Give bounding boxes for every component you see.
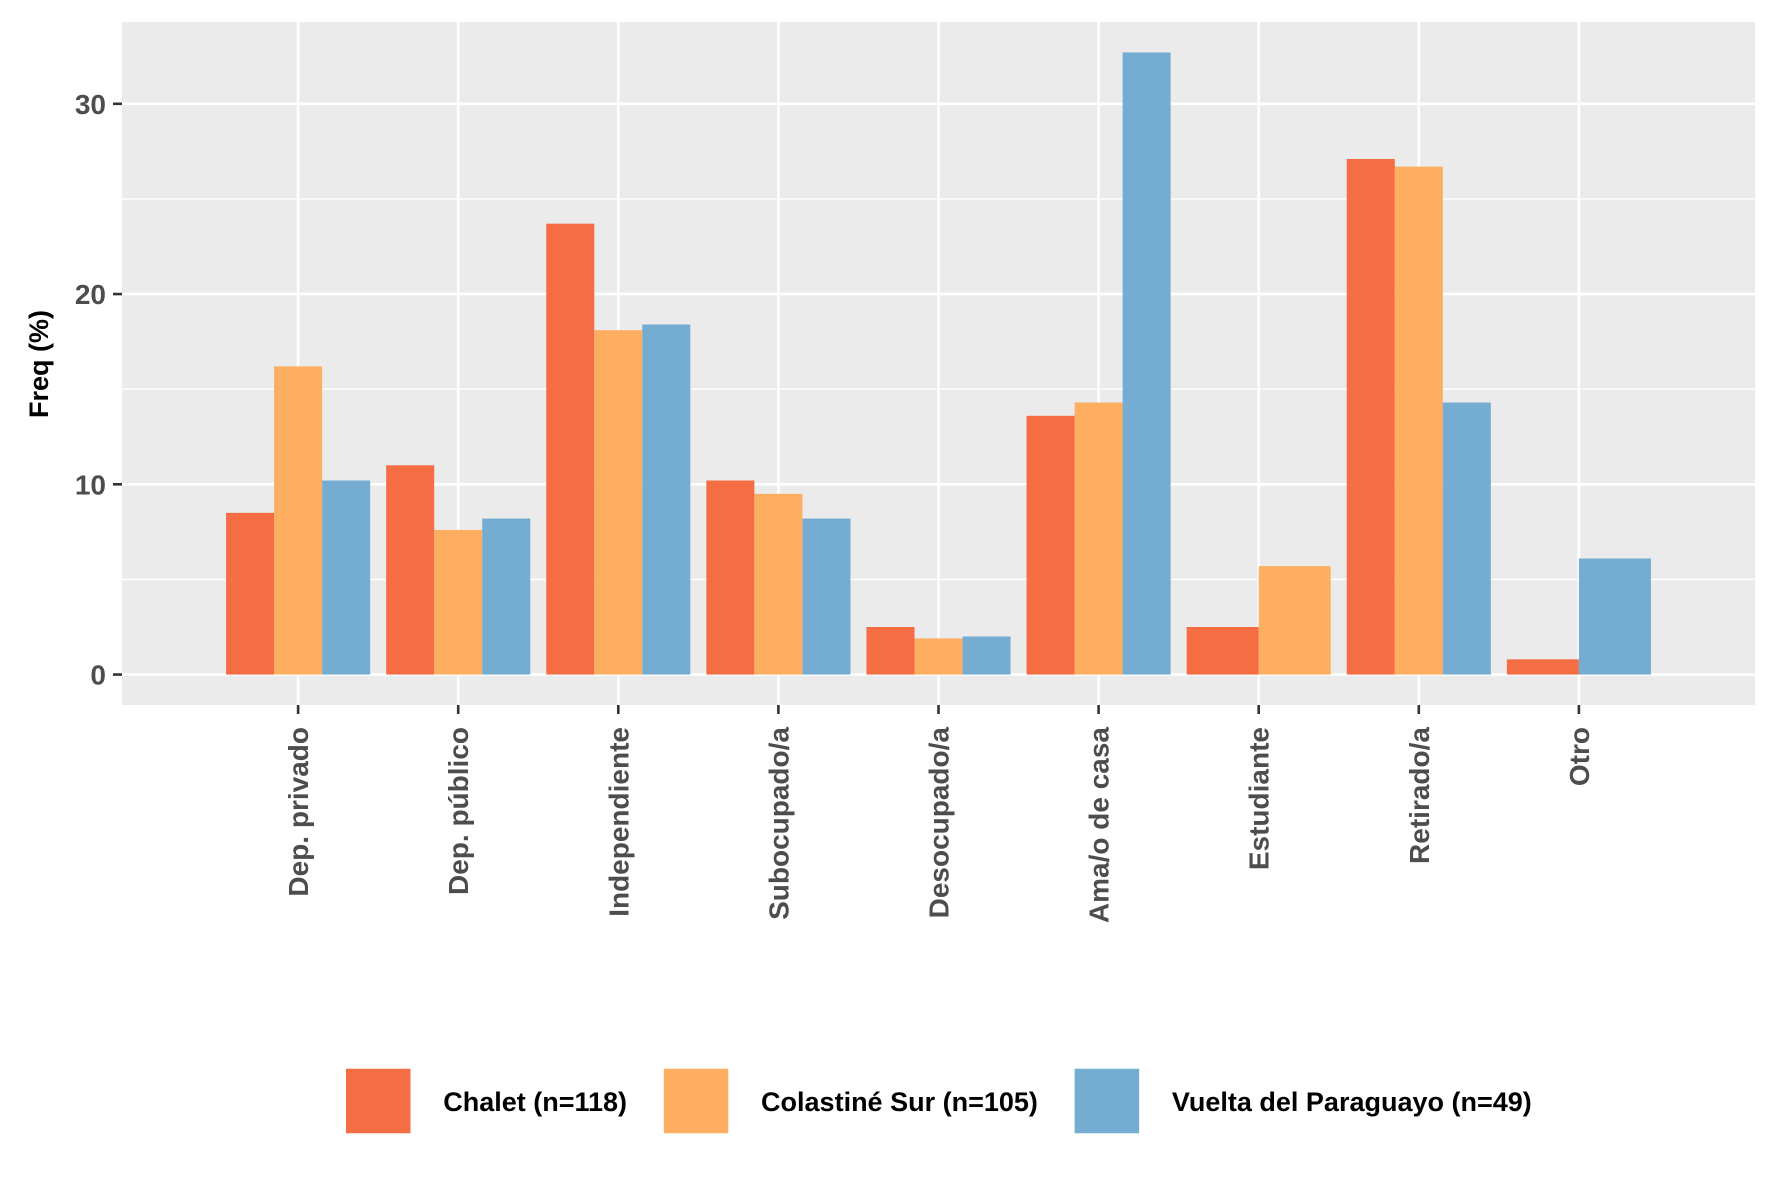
- x-axis: Dep. privado Dep. público Independiente Sub…: [283, 705, 1595, 923]
- bar: [322, 480, 371, 675]
- bars: [226, 52, 1651, 675]
- y-axis-title: Freq (%): [24, 310, 54, 418]
- bar: [226, 512, 275, 675]
- bar: [642, 324, 691, 675]
- bar: [386, 465, 435, 675]
- x-tick-label: Otro: [1564, 727, 1595, 786]
- bar: [1026, 415, 1075, 675]
- bar: [802, 518, 851, 675]
- y-tick-label: 20: [75, 279, 106, 310]
- bar: [962, 636, 1011, 675]
- y-tick-label: 10: [75, 469, 106, 500]
- bar: [754, 493, 803, 675]
- y-axis: 0 10 20 30: [75, 89, 122, 691]
- x-tick-label: Desocupado/a: [924, 727, 955, 919]
- legend-key: [662, 1067, 730, 1135]
- x-tick-label: Independiente: [603, 727, 634, 917]
- legend-label: Vuelta del Paraguayo (n=49): [1172, 1087, 1532, 1117]
- legend: Chalet (n=118) Colastiné Sur (n=105) Vuelt…: [344, 1067, 1532, 1135]
- bar: [546, 223, 595, 675]
- bar: [274, 366, 323, 675]
- x-tick-label: Estudiante: [1244, 727, 1275, 870]
- bar: [866, 626, 915, 675]
- x-tick-label: Retirado/a: [1404, 727, 1435, 864]
- bar: [1442, 402, 1491, 675]
- x-tick-label: Dep. público: [443, 727, 474, 895]
- x-tick-label: Subocupado/a: [763, 727, 794, 920]
- y-tick-label: 30: [75, 89, 106, 120]
- bar: [1258, 566, 1331, 675]
- bar: [594, 330, 643, 675]
- x-tick-label: Ama/o de casa: [1084, 727, 1115, 924]
- bar: [482, 518, 531, 675]
- bar: [1506, 659, 1579, 675]
- bar: [1578, 558, 1651, 675]
- bar: [1074, 402, 1123, 675]
- bar: [1122, 52, 1171, 675]
- x-tick-label: Dep. privado: [283, 727, 314, 897]
- bar: [1346, 158, 1395, 675]
- bar: [914, 638, 963, 675]
- bar: [1186, 626, 1259, 675]
- bar: [1394, 166, 1443, 675]
- legend-key: [344, 1067, 412, 1135]
- legend-label: Chalet (n=118): [443, 1087, 627, 1117]
- legend-key: [1073, 1067, 1141, 1135]
- bar: [434, 529, 483, 675]
- legend-label: Colastiné Sur (n=105): [761, 1087, 1038, 1117]
- y-tick-label: 0: [90, 660, 106, 691]
- bar: [706, 480, 755, 675]
